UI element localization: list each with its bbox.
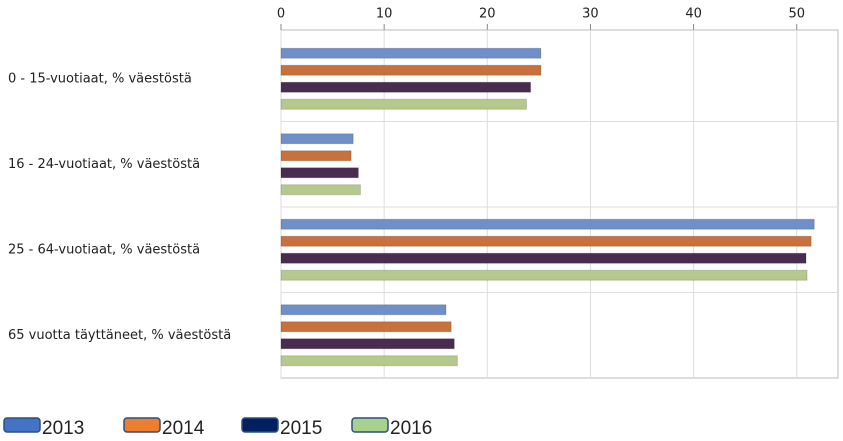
x-tick-label: 10 bbox=[376, 7, 393, 22]
x-tick-label: 20 bbox=[479, 7, 496, 22]
x-tick-label: 0 bbox=[277, 7, 285, 22]
bar bbox=[280, 252, 807, 264]
bar bbox=[280, 321, 452, 333]
x-tick-label: 50 bbox=[788, 7, 805, 22]
legend-swatch bbox=[351, 417, 389, 433]
legend-label: 2016 bbox=[390, 418, 432, 439]
y-tick-label: 0 - 15-vuotiaat, % väestöstä bbox=[8, 71, 192, 86]
bar bbox=[280, 64, 542, 76]
legend-swatch bbox=[123, 417, 161, 433]
bar bbox=[280, 81, 532, 93]
legend-swatch bbox=[241, 417, 279, 433]
bar bbox=[280, 47, 542, 59]
bar bbox=[280, 304, 447, 316]
legend-label: 2015 bbox=[280, 418, 322, 439]
bar bbox=[280, 235, 812, 247]
bar bbox=[280, 218, 815, 230]
bar bbox=[280, 98, 527, 110]
bar bbox=[280, 133, 354, 145]
bar bbox=[280, 338, 455, 350]
y-tick-label: 65 vuotta täyttäneet, % väestöstä bbox=[8, 328, 231, 343]
x-tick-label: 30 bbox=[582, 7, 599, 22]
bar bbox=[280, 167, 359, 179]
legend-label: 2013 bbox=[42, 418, 84, 439]
bar bbox=[280, 184, 361, 196]
bar bbox=[280, 269, 808, 281]
y-tick-label: 25 - 64-vuotiaat, % väestöstä bbox=[8, 242, 200, 257]
bar bbox=[280, 150, 352, 162]
legend-swatch bbox=[3, 417, 41, 433]
legend-label: 2014 bbox=[162, 418, 205, 439]
x-tick-label: 40 bbox=[685, 7, 702, 22]
y-tick-label: 16 - 24-vuotiaat, % väestöstä bbox=[8, 157, 200, 172]
bar bbox=[280, 355, 458, 367]
